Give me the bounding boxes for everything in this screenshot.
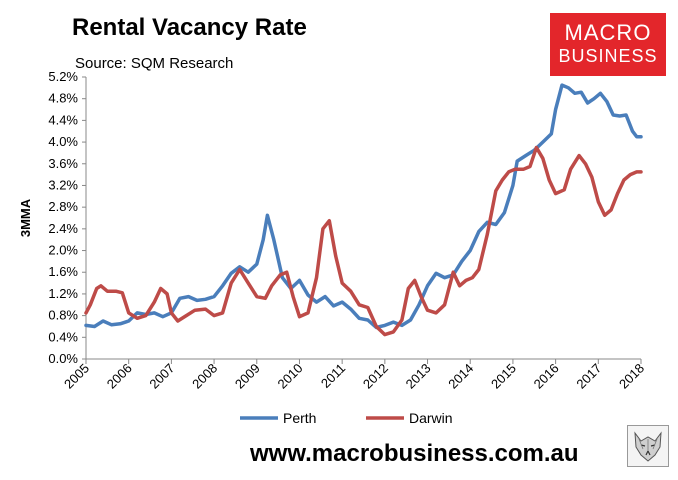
x-tick-label: 2009 (232, 361, 263, 392)
y-tick-label: 4.8% (48, 91, 78, 106)
y-tick-label: 2.8% (48, 199, 78, 214)
y-tick-label: 0.8% (48, 308, 78, 323)
y-tick-label: 1.2% (48, 286, 78, 301)
logo-line2: BUSINESS (558, 46, 658, 66)
x-tick-label: 2011 (318, 361, 348, 391)
y-tick-label: 5.2% (48, 69, 78, 84)
macrobusiness-logo: MACRO BUSINESS (550, 13, 666, 76)
wolf-icon (627, 425, 669, 467)
chart-title: Rental Vacancy Rate (72, 14, 307, 41)
y-tick-label: 3.6% (48, 156, 78, 171)
y-tick-label: 0.4% (48, 329, 78, 344)
legend: Perth Darwin (240, 410, 453, 426)
y-tick-label: 2.0% (48, 243, 78, 258)
y-tick-label: 0.0% (48, 351, 78, 366)
legend-label-darwin: Darwin (409, 410, 453, 426)
x-tick-label: 2016 (531, 361, 562, 392)
x-tick-label: 2006 (104, 361, 135, 392)
x-tick-label: 2017 (573, 361, 604, 392)
plot-area (85, 77, 641, 360)
legend-label-perth: Perth (283, 410, 316, 426)
series-lines (84, 83, 643, 337)
x-tick-label: 2014 (445, 361, 476, 392)
y-tick-label: 4.0% (48, 134, 78, 149)
x-tick-label: 2012 (360, 361, 391, 392)
y-tick-label: 1.6% (48, 264, 78, 279)
logo-line1: MACRO (564, 20, 652, 45)
website-url: www.macrobusiness.com.au (250, 440, 579, 467)
x-axis: 2005 2006 2007 2008 2009 2010 2011 2012 2013 2014… (61, 359, 647, 392)
x-tick-label: 2007 (146, 361, 177, 392)
series-line-darwin (84, 145, 643, 337)
y-tick-label: 2.4% (48, 221, 78, 236)
chart-subtitle: Source: SQM Research (75, 55, 234, 72)
y-axis: 0.0% 0.4% 0.8% 1.2% 1.6% 2.0% 2.4% 2.8% 3.2% 3.6%… (48, 69, 86, 366)
x-tick-label: 2015 (488, 361, 519, 392)
x-tick-label: 2010 (275, 361, 306, 392)
y-axis-label: 3MMA (18, 198, 33, 237)
y-tick-label: 3.2% (48, 177, 78, 192)
series-line-perth (84, 83, 643, 330)
y-tick-label: 4.4% (48, 112, 78, 127)
x-tick-label: 2018 (616, 361, 647, 392)
x-tick-label: 2008 (189, 361, 220, 392)
x-tick-label: 2013 (403, 361, 434, 392)
